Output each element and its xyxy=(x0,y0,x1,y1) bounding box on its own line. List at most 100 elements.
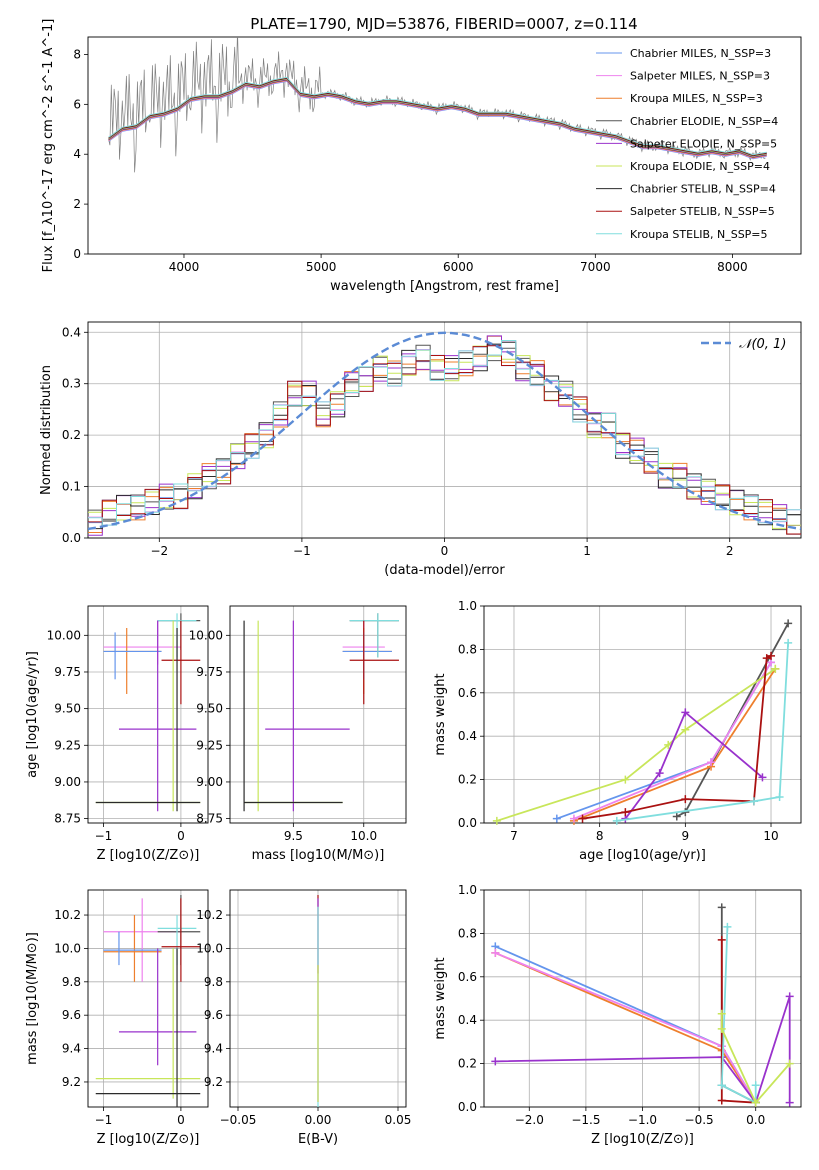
data-point-marker xyxy=(681,725,690,734)
data-point-marker xyxy=(785,992,794,1001)
histogram-step xyxy=(88,345,801,535)
data-point-marker xyxy=(785,1059,794,1068)
histogram-step xyxy=(88,340,801,526)
x-tick-label: 0.0 xyxy=(746,1113,765,1127)
x-tick-label: 5000 xyxy=(306,260,337,274)
normal-curve xyxy=(88,331,801,531)
x-tick-label: 8000 xyxy=(717,260,748,274)
panel-age-vs-mass: 9.5 10.0 8.75 9.00 9.25 9.50 9.75 10.00 mass [lo… xyxy=(189,605,407,863)
x-tick-label: 0 xyxy=(177,829,185,843)
spectrum-data-line xyxy=(108,37,766,173)
x-tick-label: 0 xyxy=(441,544,449,558)
data-point-marker xyxy=(784,638,793,647)
data-point-marker xyxy=(491,948,500,957)
y-axis-label: Flux [f_λ10^-17 erg cm^-2 s^-1 A^-1] xyxy=(41,19,56,273)
data-point-marker xyxy=(655,769,664,778)
mass-weight-line xyxy=(624,710,763,820)
y-tick-label: 0.6 xyxy=(458,970,477,984)
y-tick-label: 0.8 xyxy=(458,642,477,656)
y-axis-label: mass weight xyxy=(433,673,448,755)
y-tick-label: 0.2 xyxy=(458,773,477,787)
y-tick-label: 9.75 xyxy=(54,665,81,679)
y-tick-label: 9.75 xyxy=(196,665,223,679)
y-axis-label: mass weight xyxy=(433,957,448,1039)
y-tick-label: 8.75 xyxy=(196,812,223,826)
y-tick-label: 9.00 xyxy=(196,775,223,789)
data-point-marker xyxy=(751,1098,760,1107)
mass-weight-line xyxy=(616,642,789,822)
y-tick-label: 9.8 xyxy=(204,975,223,989)
figure-title: PLATE=1790, MJD=53876, FIBERID=0007, z=0… xyxy=(250,15,637,33)
y-axis-label: age [log10(age/yr)] xyxy=(25,651,40,778)
x-axis-label: (data-model)/error xyxy=(384,563,505,578)
y-tick-label: 9.25 xyxy=(196,738,223,752)
y-tick-label: 0.0 xyxy=(62,531,81,545)
histogram-group xyxy=(88,331,801,536)
y-tick-label: 9.2 xyxy=(62,1075,81,1089)
y-tick-label: 0.2 xyxy=(62,428,81,442)
panel-mass-weight-vs-age: 7 8 9 10 0.0 0.2 0.4 0.6 0.8 1.0 age [log10(age/yr… xyxy=(433,599,802,863)
y-tick-label: 0.4 xyxy=(458,1013,477,1027)
mass-weight-line xyxy=(496,668,776,822)
x-axis-label: E(B-V) xyxy=(298,1132,338,1147)
y-tick-label: 10.2 xyxy=(54,908,81,922)
y-tick-label: 8.75 xyxy=(54,812,81,826)
y-tick-label: 0.2 xyxy=(458,1057,477,1071)
x-tick-label: 6000 xyxy=(443,260,474,274)
data-point-marker xyxy=(758,773,767,782)
x-tick-label: 4000 xyxy=(169,260,200,274)
data-point-marker xyxy=(621,808,630,817)
x-tick-label: 0 xyxy=(177,1113,185,1127)
data-point-marker xyxy=(707,758,716,767)
legend-label: Salpeter MILES, N_SSP=3 xyxy=(630,70,770,83)
mass-weight-line xyxy=(556,661,772,820)
legend-label: Chabrier ELODIE, N_SSP=4 xyxy=(630,115,778,128)
data-point-marker xyxy=(492,816,501,825)
panel-spectrum: 4000 5000 6000 7000 8000 0 2 4 6 8 wavelength [Ang… xyxy=(41,19,802,294)
plot-frame xyxy=(87,321,802,539)
legend-label: 𝒩(0, 1) xyxy=(739,337,786,352)
mass-weight-line xyxy=(720,1013,791,1105)
data-point-marker xyxy=(717,1081,726,1090)
data-point-marker xyxy=(717,1009,726,1018)
data-point-marker xyxy=(767,651,776,660)
x-tick-label: 9.5 xyxy=(284,829,303,843)
legend-label: Kroupa STELIB, N_SSP=5 xyxy=(630,228,768,241)
mass-weight-line xyxy=(494,952,757,1104)
x-axis-label: wavelength [Angstrom, rest frame] xyxy=(330,279,559,294)
y-tick-label: 10.0 xyxy=(196,941,223,955)
y-tick-label: 10.00 xyxy=(189,628,223,642)
data-point-marker xyxy=(681,708,690,717)
x-tick-label: −2.0 xyxy=(515,1113,544,1127)
legend-label: Kroupa MILES, N_SSP=3 xyxy=(630,92,763,105)
data-point-marker xyxy=(784,619,793,628)
x-tick-label: 0.00 xyxy=(305,1113,332,1127)
plot-frame xyxy=(229,605,407,824)
data-point-marker xyxy=(672,812,681,821)
y-tick-label: 0.4 xyxy=(62,325,81,339)
x-tick-label: −1.5 xyxy=(571,1113,600,1127)
legend-label: Kroupa ELODIE, N_SSP=4 xyxy=(630,160,770,173)
data-point-marker xyxy=(717,1096,726,1105)
data-point-marker xyxy=(578,814,587,823)
legend-label: Chabrier STELIB, N_SSP=4 xyxy=(630,183,776,196)
x-tick-label: 10.0 xyxy=(350,829,377,843)
y-tick-label: 9.4 xyxy=(62,1042,81,1056)
spectrum-lines xyxy=(108,37,767,173)
data-point-marker xyxy=(749,797,758,806)
plot-frame xyxy=(87,36,802,255)
x-tick-label: −0.5 xyxy=(685,1113,714,1127)
x-axis-label: age [log10(age/yr)] xyxy=(579,848,706,863)
y-tick-label: 9.4 xyxy=(204,1042,223,1056)
x-axis-label: Z [log10(Z/Z⊙)] xyxy=(591,1132,694,1147)
y-tick-label: 1.0 xyxy=(458,599,477,613)
y-axis-label: mass [log10(M/M⊙)] xyxy=(25,932,40,1065)
y-tick-label: 10.0 xyxy=(54,941,81,955)
y-tick-label: 9.6 xyxy=(62,1008,81,1022)
y-tick-label: 9.50 xyxy=(196,702,223,716)
y-tick-label: 10.00 xyxy=(47,628,81,642)
data-point-marker xyxy=(785,1098,794,1107)
y-tick-label: 0.4 xyxy=(458,729,477,743)
plot-frame xyxy=(87,605,209,824)
